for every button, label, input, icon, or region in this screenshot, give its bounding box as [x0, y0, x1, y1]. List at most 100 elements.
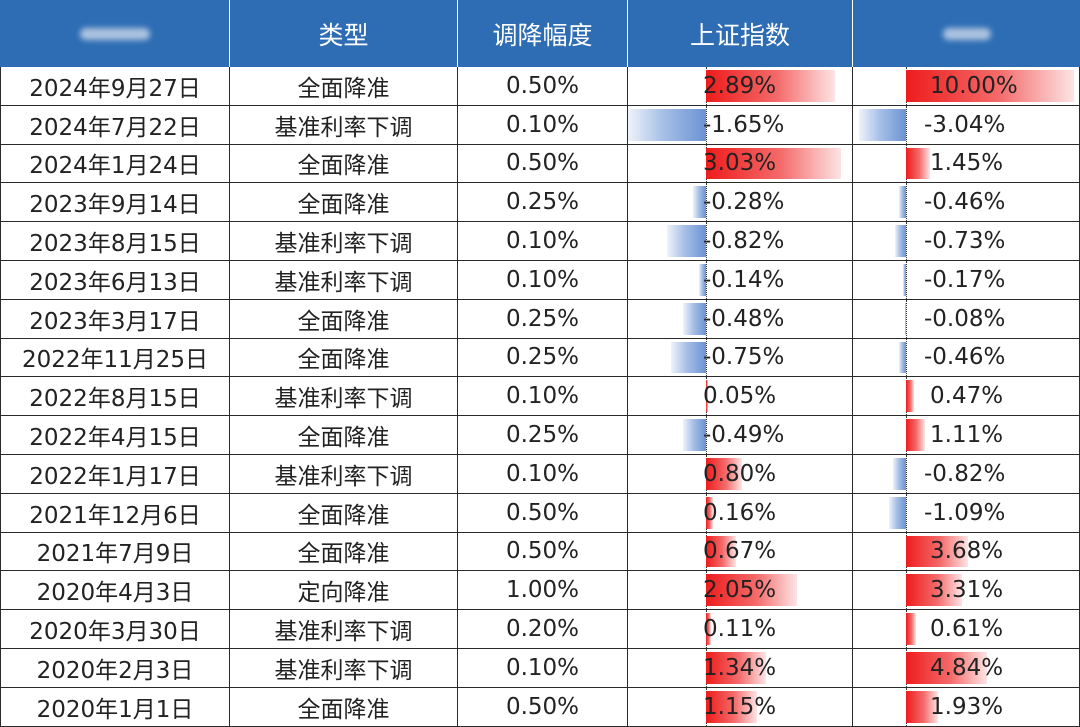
- header-other-redacted: [942, 27, 991, 40]
- cell-other-value: 10.00%: [930, 72, 1018, 99]
- data-bar-axis: [706, 105, 707, 144]
- table-row: 2023年8月15日 基准利率下调 0.10% -0.82% -0.73%: [0, 222, 1080, 261]
- cell-type: 基准利率下调: [230, 377, 458, 416]
- data-bar: [706, 651, 766, 684]
- cell-shanghai-value: 0.67%: [703, 538, 777, 565]
- cell-shanghai-value: 1.15%: [703, 693, 777, 720]
- cell-type: 全面降准: [230, 67, 458, 105]
- cell-date: 2024年1月24日: [0, 144, 230, 183]
- data-bar: [894, 225, 906, 257]
- data-bar-axis: [906, 183, 907, 222]
- table-row: 2020年3月30日 基准利率下调 0.20% 0.11% 0.61%: [0, 610, 1080, 649]
- data-bar: [906, 535, 968, 568]
- cell-other-index: -0.46%: [853, 183, 1080, 222]
- cell-date: 2020年2月3日: [0, 648, 230, 687]
- cell-shanghai-index: 2.89%: [628, 67, 853, 105]
- cell-other-index: 3.68%: [853, 532, 1080, 571]
- cell-shanghai-value: -0.14%: [703, 266, 785, 293]
- data-bar: [692, 186, 706, 219]
- cell-date: 2020年3月30日: [0, 610, 230, 648]
- cell-type: 基准利率下调: [230, 260, 458, 299]
- cell-cut: 0.10%: [458, 648, 628, 687]
- table-row: 2022年8月15日 基准利率下调 0.10% 0.05% 0.47%: [0, 377, 1080, 417]
- cell-shanghai-index: -1.65%: [628, 105, 853, 144]
- cell-date: 2020年4月3日: [0, 571, 230, 610]
- data-bar-axis: [906, 105, 907, 144]
- cell-other-value: 1.11%: [930, 422, 1004, 449]
- cell-other-index: 1.45%: [853, 144, 1080, 183]
- cell-type: 全面降准: [230, 532, 458, 571]
- header-other-index: [853, 0, 1080, 67]
- data-bar: [889, 496, 906, 529]
- header-date-redacted: [79, 27, 150, 40]
- data-bar: [667, 225, 706, 257]
- cell-type: 全面降准: [230, 183, 458, 222]
- cell-other-index: -0.08%: [853, 299, 1080, 338]
- data-bar-axis: [906, 454, 907, 493]
- data-bar: [906, 147, 931, 180]
- cell-cut: 0.25%: [458, 183, 628, 222]
- cell-other-index: 0.61%: [853, 610, 1080, 648]
- table-row: 2022年11月25日 全面降准 0.25% -0.75% -0.46%: [0, 338, 1080, 378]
- cell-shanghai-index: 0.11%: [628, 610, 853, 648]
- cell-type: 基准利率下调: [230, 610, 458, 648]
- cell-date: 2022年8月15日: [0, 377, 230, 416]
- cell-cut: 0.50%: [458, 687, 628, 726]
- cell-type: 基准利率下调: [230, 648, 458, 687]
- cell-type: 基准利率下调: [230, 454, 458, 493]
- cell-shanghai-index: -0.75%: [628, 338, 853, 377]
- cell-shanghai-index: 0.05%: [628, 377, 853, 416]
- cell-shanghai-value: -0.28%: [703, 189, 785, 216]
- cell-other-index: 3.31%: [853, 571, 1080, 610]
- data-bar: [906, 380, 914, 413]
- data-bar: [906, 613, 917, 645]
- cell-type: 全面降准: [230, 144, 458, 183]
- cell-cut: 0.10%: [458, 222, 628, 260]
- cell-date: 2022年11月25日: [0, 338, 230, 377]
- cell-other-value: -0.46%: [924, 344, 1006, 371]
- cell-shanghai-index: -0.82%: [628, 222, 853, 260]
- cell-shanghai-value: 1.34%: [703, 654, 777, 681]
- cell-other-value: -0.82%: [924, 460, 1006, 487]
- table-row: 2023年9月14日 全面降准 0.25% -0.28% -0.46%: [0, 183, 1080, 223]
- cell-shanghai-value: -1.65%: [703, 111, 785, 138]
- cell-other-value: 1.45%: [930, 150, 1004, 177]
- data-bar-axis: [906, 260, 907, 299]
- cell-cut: 0.25%: [458, 338, 628, 377]
- table-row: 2023年3月17日 全面降准 0.25% -0.48% -0.08%: [0, 299, 1080, 339]
- data-bar: [706, 690, 758, 723]
- table-header: 类型 调降幅度 上证指数: [0, 0, 1080, 67]
- cell-date: 2021年12月6日: [0, 493, 230, 532]
- data-bar-axis: [706, 222, 707, 260]
- cell-date: 2023年3月17日: [0, 299, 230, 338]
- data-bar: [906, 574, 962, 607]
- cell-type: 全面降准: [230, 416, 458, 454]
- cell-other-value: 1.93%: [930, 693, 1004, 720]
- data-bar: [906, 690, 939, 723]
- cell-other-value: -0.46%: [924, 189, 1006, 216]
- cell-shanghai-index: 0.80%: [628, 454, 853, 493]
- cell-shanghai-index: 3.03%: [628, 144, 853, 183]
- cell-date: 2020年1月1日: [0, 687, 230, 726]
- table-row: 2022年4月15日 全面降准 0.25% -0.49% 1.11%: [0, 416, 1080, 455]
- cell-date: 2023年8月15日: [0, 222, 230, 260]
- cell-cut: 0.10%: [458, 105, 628, 144]
- cell-other-index: 4.84%: [853, 648, 1080, 687]
- cell-shanghai-value: 0.11%: [703, 616, 777, 643]
- cell-cut: 0.50%: [458, 532, 628, 571]
- cell-cut: 0.10%: [458, 377, 628, 416]
- cell-type: 定向降准: [230, 571, 458, 610]
- header-type: 类型: [230, 0, 458, 67]
- cell-shanghai-value: -0.82%: [703, 228, 785, 255]
- table-row: 2020年4月3日 定向降准 1.00% 2.05% 3.31%: [0, 571, 1080, 611]
- cell-other-value: 0.61%: [930, 616, 1004, 643]
- cell-date: 2021年7月9日: [0, 532, 230, 571]
- data-bar: [898, 341, 906, 374]
- cell-cut: 0.10%: [458, 260, 628, 299]
- data-bar: [904, 302, 906, 335]
- cell-shanghai-value: 0.80%: [703, 460, 777, 487]
- data-bar-axis: [706, 260, 707, 299]
- cell-other-index: -3.04%: [853, 105, 1080, 144]
- data-bar-axis: [906, 338, 907, 377]
